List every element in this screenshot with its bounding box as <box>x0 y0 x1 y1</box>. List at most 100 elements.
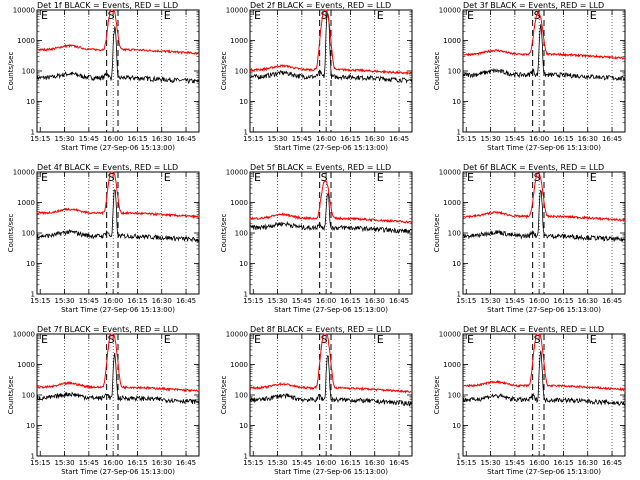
marker-end: E <box>590 9 597 22</box>
lld-series-line <box>462 172 626 223</box>
x-tick-label: 16:45 <box>176 297 196 305</box>
y-tick-label: 10000 <box>439 7 461 15</box>
x-tick-label: 16:30 <box>578 135 598 143</box>
events-series-line <box>36 189 200 244</box>
x-tick-label: 15:45 <box>79 135 99 143</box>
plot-panel-9: Det 9f BLACK = Events, RED = LLD 1 10 100 10… <box>433 325 626 476</box>
x-tick-label: 16:30 <box>578 459 598 467</box>
x-tick-label: 15:30 <box>54 297 74 305</box>
plot-title: Det 2f BLACK = Events, RED = LLD <box>250 1 391 10</box>
y-tick-label: 1 <box>457 291 461 299</box>
y-tick-label: 100 <box>22 230 35 238</box>
y-tick-label: 10 <box>26 422 35 430</box>
x-tick-label: 16:45 <box>389 297 409 305</box>
y-tick-label: 100 <box>22 392 35 400</box>
plot-panel-2: Det 2f BLACK = Events, RED = LLD 1 10 100 10… <box>220 1 413 152</box>
x-tick-label: 15:45 <box>505 135 525 143</box>
y-tick-label: 1000 <box>443 199 461 207</box>
marker-interval: S <box>534 333 541 346</box>
marker-interval: S <box>321 171 328 184</box>
x-tick-label: 15:15 <box>30 297 50 305</box>
events-series-line <box>36 352 200 405</box>
x-axis-label: Start Time (27-Sep-06 15:13:00) <box>487 306 601 314</box>
x-tick-label: 15:45 <box>505 459 525 467</box>
x-tick-label: 16:15 <box>340 297 360 305</box>
x-tick-label: 15:45 <box>292 135 312 143</box>
x-tick-label: 16:00 <box>529 135 549 143</box>
x-tick-label: 16:15 <box>127 297 147 305</box>
plot-panel-8: Det 8f BLACK = Events, RED = LLD 1 10 100 10… <box>220 325 413 476</box>
marker-end: E <box>377 171 384 184</box>
marker-start: E <box>254 9 261 22</box>
marker-interval: S <box>534 9 541 22</box>
y-tick-label: 1 <box>244 129 248 137</box>
y-tick-label: 10 <box>26 260 35 268</box>
x-axis-label: Start Time (27-Sep-06 15:13:00) <box>487 468 601 476</box>
y-tick-label: 10 <box>239 422 248 430</box>
x-axis-label: Start Time (27-Sep-06 15:13:00) <box>61 468 175 476</box>
marker-start: E <box>41 171 48 184</box>
y-tick-label: 10000 <box>226 7 248 15</box>
y-tick-label: 1 <box>457 453 461 461</box>
marker-interval: S <box>321 333 328 346</box>
x-tick-label: 15:30 <box>480 297 500 305</box>
plot-panel-3: Det 3f BLACK = Events, RED = LLD 1 10 100 10… <box>433 1 626 152</box>
x-tick-label: 16:00 <box>103 135 123 143</box>
y-tick-label: 1000 <box>230 37 248 45</box>
plot-panel-5: Det 5f BLACK = Events, RED = LLD 1 10 100 10… <box>220 163 413 314</box>
x-tick-label: 15:45 <box>79 297 99 305</box>
x-tick-label: 16:00 <box>316 297 336 305</box>
plot-title: Det 9f BLACK = Events, RED = LLD <box>463 325 604 334</box>
x-tick-label: 16:30 <box>578 297 598 305</box>
y-tick-label: 1 <box>31 129 35 137</box>
y-tick-label: 100 <box>22 68 35 76</box>
lld-series-line <box>250 9 413 76</box>
x-tick-label: 15:15 <box>243 459 263 467</box>
x-tick-label: 15:15 <box>243 297 263 305</box>
x-tick-label: 16:30 <box>365 297 385 305</box>
y-tick-label: 100 <box>235 392 248 400</box>
events-series-line <box>462 189 626 242</box>
x-tick-label: 16:30 <box>365 135 385 143</box>
x-tick-label: 16:30 <box>365 459 385 467</box>
y-tick-label: 100 <box>448 392 461 400</box>
lld-series-line <box>36 171 200 220</box>
y-axis-label: Counts/sec <box>7 376 15 415</box>
x-axis-label: Start Time (27-Sep-06 15:13:00) <box>274 468 388 476</box>
marker-start: E <box>254 333 261 346</box>
plot-title: Det 7f BLACK = Events, RED = LLD <box>37 325 178 334</box>
y-axis-label: Counts/sec <box>433 52 441 91</box>
y-tick-label: 10 <box>452 98 461 106</box>
plot-panel-6: Det 6f BLACK = Events, RED = LLD 1 10 100 10… <box>433 163 626 314</box>
x-tick-label: 15:45 <box>79 459 99 467</box>
x-tick-label: 15:15 <box>30 459 50 467</box>
plot-title: Det 1f BLACK = Events, RED = LLD <box>37 1 178 10</box>
x-tick-label: 16:45 <box>602 459 622 467</box>
y-tick-label: 100 <box>235 230 248 238</box>
y-tick-label: 1 <box>31 291 35 299</box>
marker-start: E <box>467 9 474 22</box>
x-tick-label: 15:30 <box>480 459 500 467</box>
y-tick-label: 1 <box>244 291 248 299</box>
events-series-line <box>249 192 413 234</box>
y-tick-label: 10000 <box>13 331 35 339</box>
x-tick-label: 15:30 <box>54 135 74 143</box>
y-tick-label: 100 <box>448 230 461 238</box>
x-tick-label: 16:45 <box>602 135 622 143</box>
marker-end: E <box>377 9 384 22</box>
lld-series-line <box>36 9 200 56</box>
events-series-line <box>36 26 200 85</box>
x-tick-label: 16:45 <box>176 135 196 143</box>
y-tick-label: 10000 <box>226 169 248 177</box>
x-tick-label: 15:15 <box>30 135 50 143</box>
y-tick-label: 10000 <box>439 169 461 177</box>
x-tick-label: 16:45 <box>389 459 409 467</box>
y-tick-label: 10000 <box>439 331 461 339</box>
events-series-line <box>462 350 626 407</box>
plot-panel-7: Det 7f BLACK = Events, RED = LLD 1 10 100 10… <box>7 325 200 476</box>
y-tick-label: 10000 <box>226 331 248 339</box>
y-axis-label: Counts/sec <box>433 214 441 253</box>
x-tick-label: 15:30 <box>267 297 287 305</box>
marker-end: E <box>164 9 171 22</box>
